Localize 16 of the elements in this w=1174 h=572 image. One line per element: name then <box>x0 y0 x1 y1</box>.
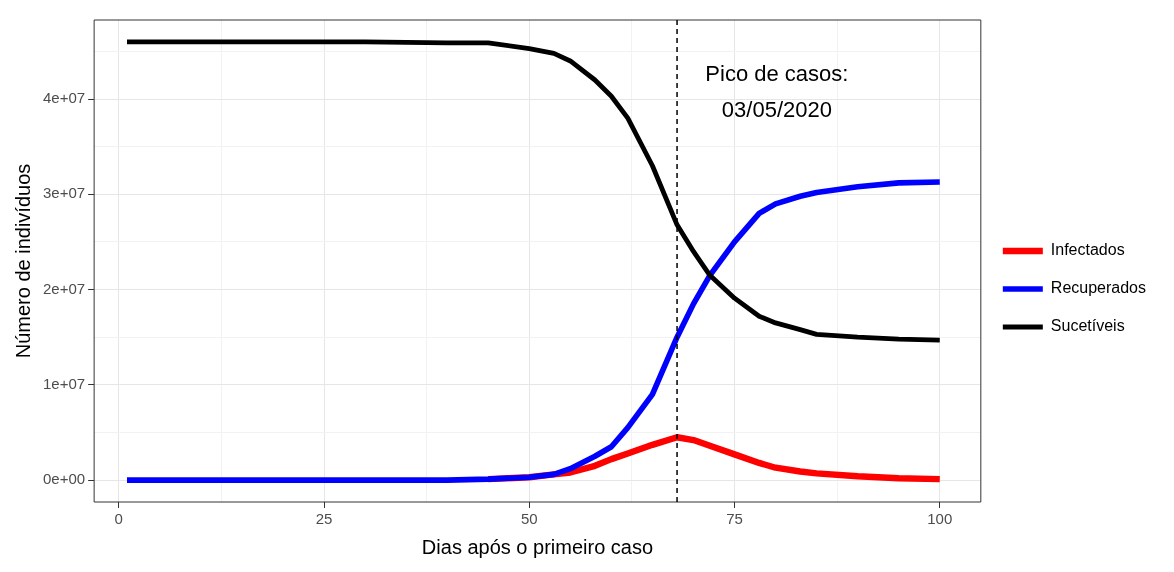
legend-label: Sucetíveis <box>1050 317 1125 335</box>
legend-label: Infectados <box>1050 241 1125 259</box>
y-tick-label: 3e+07 <box>42 184 86 202</box>
x-tick-label: 0 <box>114 510 123 528</box>
y-tick-label: 0e+00 <box>42 470 86 488</box>
legend-label: Recuperados <box>1050 279 1146 297</box>
x-tick-label: 25 <box>315 510 333 528</box>
y-axis-title: Número de indivíduos <box>11 163 34 359</box>
annotation: Pico de casos: 03/05/2020 <box>705 61 849 123</box>
x-axis-title: Dias após o primeiro caso <box>421 535 654 558</box>
x-tick-label: 100 <box>927 510 953 528</box>
y-tick-label: 4e+07 <box>42 89 86 107</box>
x-tick-label: 50 <box>520 510 538 528</box>
y-tick-label: 2e+07 <box>42 279 86 297</box>
y-tick-label: 1e+07 <box>42 374 86 392</box>
x-tick-label: 75 <box>726 510 743 528</box>
